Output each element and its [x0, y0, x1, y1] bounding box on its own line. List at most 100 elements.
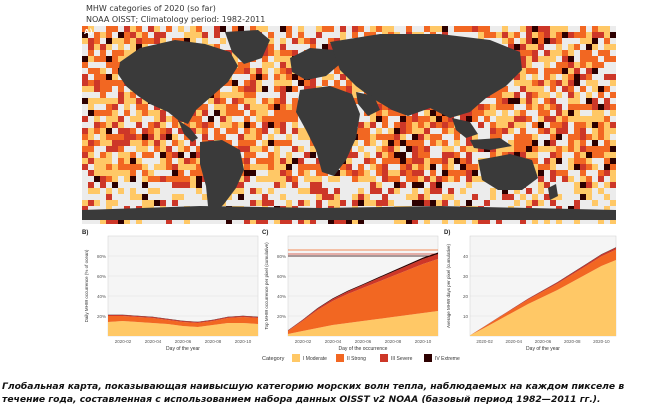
map-pixel	[544, 86, 550, 92]
map-pixel	[586, 158, 592, 164]
map-pixel	[274, 200, 280, 206]
map-pixel	[418, 200, 424, 206]
map-pixel	[160, 140, 166, 146]
map-pixel	[496, 32, 502, 38]
map-pixel	[130, 176, 136, 182]
map-pixel	[262, 92, 268, 98]
map-pixel	[424, 194, 430, 200]
map-pixel	[352, 200, 358, 206]
map-pixel	[586, 152, 592, 158]
map-pixel	[550, 68, 556, 74]
map-pixel	[100, 182, 106, 188]
map-pixel	[106, 104, 112, 110]
map-pixel	[430, 146, 436, 152]
map-pixel	[334, 200, 340, 206]
map-pixel	[88, 68, 94, 74]
map-pixel	[604, 158, 610, 164]
map-pixel	[280, 164, 286, 170]
map-pixel	[328, 176, 334, 182]
map-pixel	[436, 182, 442, 188]
map-pixel	[538, 158, 544, 164]
map-pixel	[424, 152, 430, 158]
map-pixel	[394, 116, 400, 122]
map-pixel	[190, 164, 196, 170]
map-pixel	[244, 194, 250, 200]
map-pixel	[376, 122, 382, 128]
map-pixel	[424, 164, 430, 170]
map-pixel	[166, 158, 172, 164]
map-pixel	[190, 188, 196, 194]
map-panel: A)	[82, 26, 616, 224]
figure-title: MHW categories of 2020 (so far)	[86, 4, 216, 13]
map-pixel	[412, 158, 418, 164]
map-pixel	[484, 182, 490, 188]
map-pixel	[472, 26, 478, 32]
map-pixel	[478, 32, 484, 38]
map-pixel	[550, 44, 556, 50]
map-pixel	[286, 158, 292, 164]
map-pixel	[112, 110, 118, 116]
map-pixel	[364, 146, 370, 152]
map-pixel	[526, 128, 532, 134]
map-pixel	[556, 44, 562, 50]
map-pixel	[532, 62, 538, 68]
map-pixel	[106, 152, 112, 158]
map-pixel	[532, 98, 538, 104]
map-pixel	[346, 170, 352, 176]
map-pixel	[508, 86, 514, 92]
map-pixel	[376, 26, 382, 32]
map-pixel	[478, 188, 484, 194]
map-pixel	[400, 26, 406, 32]
map-pixel	[250, 170, 256, 176]
map-pixel	[106, 86, 112, 92]
map-pixel	[496, 110, 502, 116]
map-pixel	[112, 74, 118, 80]
map-pixel	[130, 158, 136, 164]
map-pixel	[202, 32, 208, 38]
map-pixel	[442, 128, 448, 134]
map-pixel	[574, 134, 580, 140]
map-pixel	[544, 98, 550, 104]
map-pixel	[82, 122, 88, 128]
map-pixel	[568, 164, 574, 170]
map-pixel	[268, 182, 274, 188]
map-pixel	[184, 182, 190, 188]
map-pixel	[370, 146, 376, 152]
map-pixel	[208, 122, 214, 128]
map-pixel	[286, 92, 292, 98]
map-pixel	[358, 26, 364, 32]
map-pixel	[538, 74, 544, 80]
map-pixel	[586, 110, 592, 116]
map-pixel	[460, 146, 466, 152]
map-pixel	[154, 170, 160, 176]
map-pixel	[364, 128, 370, 134]
map-pixel	[106, 98, 112, 104]
map-pixel	[202, 188, 208, 194]
map-pixel	[604, 44, 610, 50]
map-pixel	[568, 80, 574, 86]
map-pixel	[604, 116, 610, 122]
map-pixel	[274, 80, 280, 86]
map-pixel	[580, 98, 586, 104]
map-pixel	[112, 56, 118, 62]
map-pixel	[418, 146, 424, 152]
map-pixel	[178, 146, 184, 152]
map-pixel	[370, 140, 376, 146]
map-pixel	[154, 38, 160, 44]
map-pixel	[136, 218, 142, 224]
map-land-greenland	[225, 30, 270, 64]
map-pixel	[196, 164, 202, 170]
map-pixel	[124, 158, 130, 164]
map-pixel	[292, 182, 298, 188]
map-pixel	[418, 158, 424, 164]
map-pixel	[124, 170, 130, 176]
map-pixel	[310, 182, 316, 188]
map-pixel	[190, 32, 196, 38]
map-pixel	[466, 158, 472, 164]
map-pixel	[388, 134, 394, 140]
map-pixel	[556, 110, 562, 116]
map-pixel	[358, 164, 364, 170]
map-pixel	[82, 200, 88, 206]
map-pixel	[310, 26, 316, 32]
map-pixel	[562, 140, 568, 146]
